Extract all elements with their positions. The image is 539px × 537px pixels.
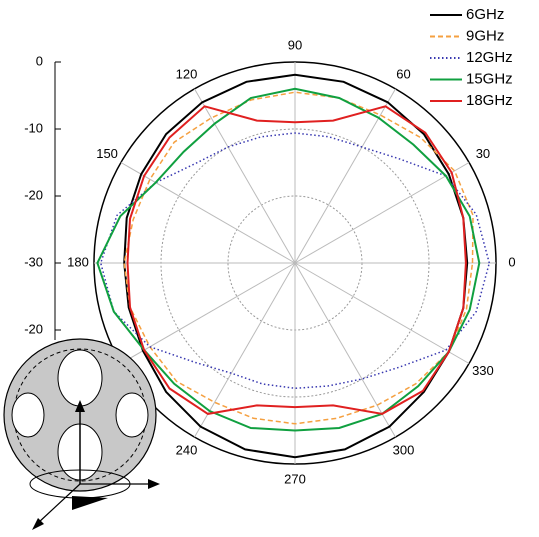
spoke [294, 262, 470, 364]
inset-arrow [32, 518, 44, 530]
series-line [99, 132, 491, 390]
r-tick-label: -20 [24, 321, 43, 336]
spoke [120, 162, 296, 264]
spoke [294, 88, 396, 264]
series-line [126, 105, 467, 415]
legend-label: 12GHz [466, 49, 513, 66]
angle-label: 240 [176, 442, 198, 457]
angle-label: 150 [96, 146, 118, 161]
legend: 6GHz 9GHz 12GHz 15GHz 18GHz [430, 6, 513, 109]
antenna-inset [3, 338, 160, 530]
legend-label: 6GHz [466, 6, 504, 23]
angle-label: 300 [393, 442, 415, 457]
inset-arrow [72, 496, 108, 510]
angle-label: 30 [476, 146, 490, 161]
angle-label: 180 [67, 254, 89, 269]
legend-label: 18GHz [466, 92, 513, 109]
series-line [123, 91, 474, 425]
angle-label: 330 [472, 363, 494, 378]
r-tick-label: 0 [36, 53, 43, 68]
r-tick-label: -30 [24, 254, 43, 269]
spoke [294, 162, 470, 264]
spoke [194, 262, 296, 438]
plot: 0 30 60 90 120 150 180 240 270 300 330 [67, 37, 515, 486]
inset-hole [57, 349, 103, 407]
legend-label: 9GHz [466, 27, 504, 44]
inset-arrow [148, 479, 160, 489]
inset-hole [115, 392, 149, 438]
inset-arrow [75, 400, 85, 412]
r-tick-label: -10 [24, 120, 43, 135]
angle-label: 60 [396, 67, 410, 82]
spoke [120, 262, 296, 364]
angle-label: 0 [508, 254, 515, 269]
inset-axis [37, 483, 81, 524]
r-tick-label: -20 [24, 187, 43, 202]
angle-label: 90 [288, 37, 302, 52]
spoke [194, 88, 296, 264]
inset-hole [11, 392, 45, 438]
angle-label: 120 [176, 67, 198, 82]
spoke [294, 262, 396, 438]
angle-label: 270 [284, 471, 306, 486]
legend-label: 15GHz [466, 70, 513, 87]
series-line [123, 73, 469, 459]
